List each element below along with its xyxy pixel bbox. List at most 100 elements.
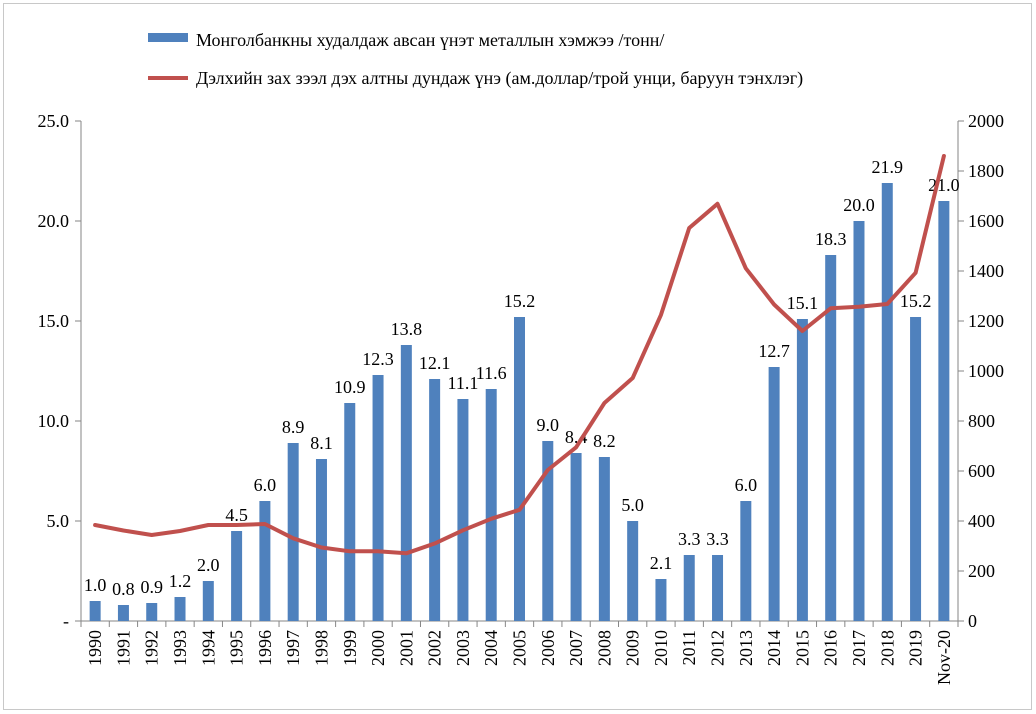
bar <box>740 501 752 621</box>
bar-data-label: 8.9 <box>282 417 305 437</box>
bar-data-label: 12.7 <box>758 341 790 361</box>
bar-data-label: 2.1 <box>650 553 673 573</box>
x-tick-label: 1998 <box>312 630 332 666</box>
x-tick-label: 1999 <box>340 630 360 666</box>
x-tick-label: 2004 <box>481 630 501 666</box>
x-tick-label: 2013 <box>736 630 756 666</box>
bar-data-label: 0.9 <box>140 577 163 597</box>
bar <box>570 453 582 621</box>
x-tick-label: 2018 <box>877 630 897 666</box>
legend-bar-label: Монголбанкны худалдаж авсан үнэт металлы… <box>196 30 664 50</box>
x-tick-label: 2014 <box>764 630 784 666</box>
bar-data-label: 3.3 <box>678 529 701 549</box>
bar <box>202 581 214 621</box>
bar <box>429 379 441 621</box>
x-tick-label: 2019 <box>906 630 926 666</box>
bar <box>400 345 412 621</box>
bar <box>712 555 724 621</box>
bar-data-label: 1.0 <box>84 575 107 595</box>
bar-data-label: 8.1 <box>310 433 333 453</box>
left-axis-tick-label: 15.0 <box>38 311 70 331</box>
right-axis-tick-label: 1200 <box>968 311 1004 331</box>
bar-data-label: 15.2 <box>900 291 932 311</box>
bar <box>146 603 158 621</box>
x-tick-label: 2015 <box>792 630 812 666</box>
bar <box>938 201 950 621</box>
bar-data-label: 4.5 <box>225 505 248 525</box>
bar-data-label: 0.8 <box>112 579 135 599</box>
bar <box>910 317 922 621</box>
bar-data-labels: 1.0 0.8 0.9 1.22.0 4.5 6.0 8.98.1 10.9 12.3 13.8 1… <box>84 157 960 599</box>
bar-data-label: 15.1 <box>787 293 819 313</box>
right-axis-tick-label: 1400 <box>968 261 1004 281</box>
bar-series <box>89 183 950 621</box>
x-tick-label: 1992 <box>142 630 162 666</box>
x-tick-label: 1994 <box>198 630 218 666</box>
left-axis-tick-label: 10.0 <box>38 411 70 431</box>
chart-frame <box>3 3 1032 710</box>
right-axis-tick-label: 800 <box>968 411 995 431</box>
x-tick-label: 2003 <box>453 630 473 666</box>
x-tick-label: 2006 <box>538 630 558 666</box>
bar-data-label: 20.0 <box>843 195 875 215</box>
x-tick-label: 2010 <box>651 630 671 666</box>
x-tick-label: 2016 <box>821 630 841 666</box>
bar <box>796 319 808 621</box>
bar-data-label: 8.2 <box>593 431 616 451</box>
right-axis-tick-label: 1000 <box>968 361 1004 381</box>
bar <box>174 597 186 621</box>
bar <box>853 221 865 621</box>
right-axis-tick-label: 2000 <box>968 111 1004 131</box>
legend-line-label: Дэлхийн зах зээл дэх алтны дундаж үнэ (а… <box>196 68 803 89</box>
bar <box>825 255 837 621</box>
bar <box>89 601 101 621</box>
right-axis-tick-label: 1600 <box>968 211 1004 231</box>
bar-data-label: 5.0 <box>621 495 644 515</box>
bar <box>683 555 695 621</box>
bar-data-label: 12.3 <box>362 349 394 369</box>
right-axis-tick-label: 200 <box>968 561 995 581</box>
bar <box>231 531 243 621</box>
x-tick-label: 1996 <box>255 630 275 666</box>
bar <box>344 403 356 621</box>
bar-data-label: 6.0 <box>254 475 277 495</box>
x-tick-label: 2011 <box>679 630 699 665</box>
bar <box>315 459 327 621</box>
x-tick-label: 2005 <box>510 630 530 666</box>
x-tick-label: 2001 <box>396 630 416 666</box>
x-tick-label: 1993 <box>170 630 190 666</box>
bar-data-label: 15.2 <box>504 291 536 311</box>
bar-data-label: 21.9 <box>872 157 904 177</box>
x-tick-label: 2002 <box>425 630 445 666</box>
x-tick-label: 2012 <box>708 630 728 666</box>
bar <box>598 457 610 621</box>
bar-data-label: 9.0 <box>537 415 560 435</box>
line-path <box>93 154 946 556</box>
bar <box>259 501 271 621</box>
bar-data-label: 11.1 <box>447 373 478 393</box>
x-tick-label: 1995 <box>227 630 247 666</box>
bar <box>655 579 667 621</box>
bar <box>514 317 525 621</box>
axes: - 5.0 10.0 15.0 20.0 25.0 0 200 400 600 800 1000 120… <box>38 111 1005 631</box>
bar-data-label: 3.3 <box>706 529 729 549</box>
bar-data-label: 6.0 <box>735 475 758 495</box>
bar-data-label: 13.8 <box>391 319 423 339</box>
bar-data-label: 12.1 <box>419 353 451 373</box>
bar <box>542 441 554 621</box>
bar <box>287 443 299 621</box>
bar-data-label: 18.3 <box>815 229 847 249</box>
x-tick-label: Nov-20 <box>934 630 954 685</box>
right-axis-tick-label: 1800 <box>968 161 1004 181</box>
bar <box>768 367 780 621</box>
bar <box>372 375 384 621</box>
line-series <box>93 154 946 556</box>
x-tick-label: 2009 <box>623 630 643 666</box>
bar-data-label: 1.2 <box>169 571 192 591</box>
x-tick-label: 1990 <box>85 630 105 666</box>
legend-bar-swatch <box>148 33 188 42</box>
right-axis-tick-label: 400 <box>968 511 995 531</box>
right-axis-tick-label: 0 <box>968 611 977 631</box>
right-axis-tick-label: 600 <box>968 461 995 481</box>
x-tick-labels: 1990 1991 1992 1993 1994 1995 1996 1997 1998 1999… <box>85 630 954 685</box>
